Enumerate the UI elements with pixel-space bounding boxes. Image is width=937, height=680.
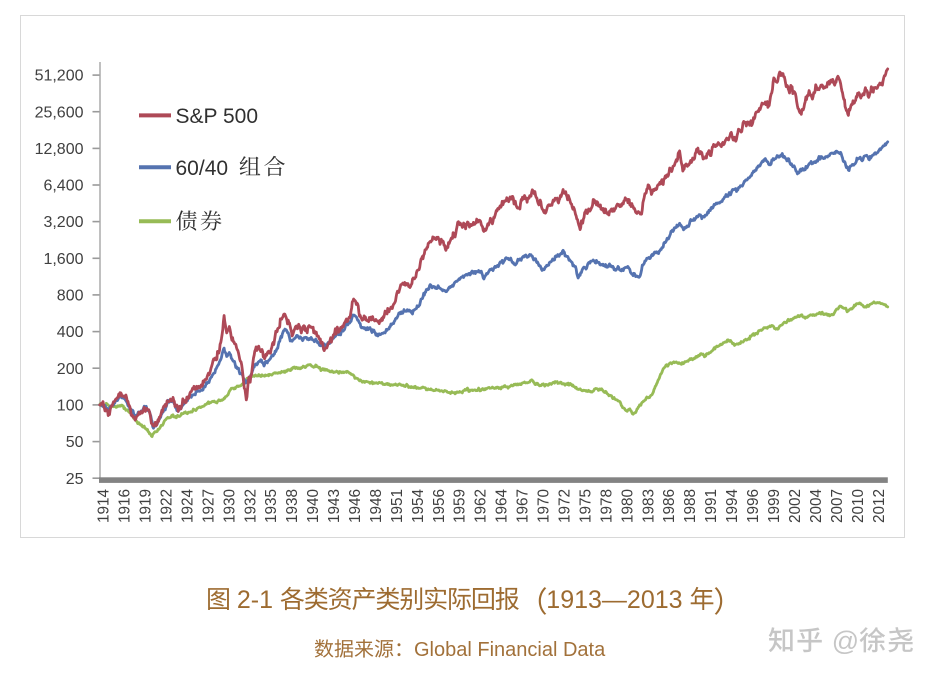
svg-text:1951: 1951: [389, 489, 406, 523]
svg-text:1959: 1959: [452, 489, 469, 523]
svg-text:6,400: 6,400: [43, 178, 83, 195]
svg-text:S&P 500: S&P 500: [176, 105, 259, 128]
svg-text:1940: 1940: [305, 489, 322, 523]
svg-text:1946: 1946: [347, 489, 364, 523]
svg-text:1916: 1916: [117, 489, 134, 523]
svg-text:1970: 1970: [536, 489, 553, 523]
svg-text:1980: 1980: [619, 489, 636, 523]
svg-text:1975: 1975: [577, 489, 594, 523]
svg-text:1954: 1954: [410, 489, 427, 524]
svg-text:Global Financial Data: Global Financial Data: [414, 639, 606, 661]
svg-text:1972: 1972: [557, 489, 574, 523]
svg-text:@: @: [826, 628, 861, 658]
svg-text:1983: 1983: [640, 489, 657, 523]
svg-text:2012: 2012: [871, 489, 888, 523]
svg-text:1978: 1978: [598, 489, 615, 523]
svg-text:1967: 1967: [515, 489, 532, 523]
svg-text:25,600: 25,600: [35, 104, 84, 121]
svg-text:100: 100: [57, 398, 84, 415]
svg-text:1962: 1962: [473, 489, 490, 523]
svg-text:1994: 1994: [724, 489, 741, 524]
svg-text:1919: 1919: [138, 489, 155, 523]
svg-text:1938: 1938: [284, 489, 301, 523]
svg-text:1991: 1991: [703, 489, 720, 523]
svg-text:1996: 1996: [745, 489, 762, 523]
svg-text:3,200: 3,200: [43, 214, 83, 231]
svg-text:60/40: 60/40: [176, 157, 234, 180]
svg-text:2-1: 2-1: [230, 586, 280, 614]
svg-text:1927: 1927: [200, 489, 217, 523]
svg-text:1913—2013: 1913—2013: [546, 586, 689, 614]
svg-text:400: 400: [57, 324, 84, 341]
svg-text:200: 200: [57, 361, 84, 378]
svg-text:12,800: 12,800: [35, 141, 84, 158]
svg-text:1922: 1922: [159, 489, 176, 523]
svg-text:800: 800: [57, 288, 84, 305]
svg-text:2002: 2002: [787, 489, 804, 523]
svg-text:1999: 1999: [766, 489, 783, 523]
svg-text:1943: 1943: [326, 489, 343, 523]
svg-text:1932: 1932: [242, 489, 259, 523]
svg-text:2007: 2007: [829, 489, 846, 523]
svg-text:2010: 2010: [850, 489, 867, 523]
svg-text:1,600: 1,600: [43, 251, 83, 268]
svg-text:1964: 1964: [494, 489, 511, 524]
svg-text:1986: 1986: [661, 489, 678, 523]
svg-text:2004: 2004: [808, 489, 825, 524]
svg-text:1988: 1988: [682, 489, 699, 523]
svg-text:1948: 1948: [368, 489, 385, 523]
svg-text:1956: 1956: [431, 489, 448, 523]
svg-text:50: 50: [66, 434, 84, 451]
svg-text:@: @: [824, 626, 859, 656]
svg-text:25: 25: [66, 471, 84, 488]
svg-text:51,200: 51,200: [35, 68, 84, 85]
svg-text:1924: 1924: [179, 489, 196, 524]
svg-text:1935: 1935: [263, 489, 280, 523]
svg-text:1914: 1914: [96, 489, 113, 524]
svg-text:1930: 1930: [221, 489, 238, 523]
